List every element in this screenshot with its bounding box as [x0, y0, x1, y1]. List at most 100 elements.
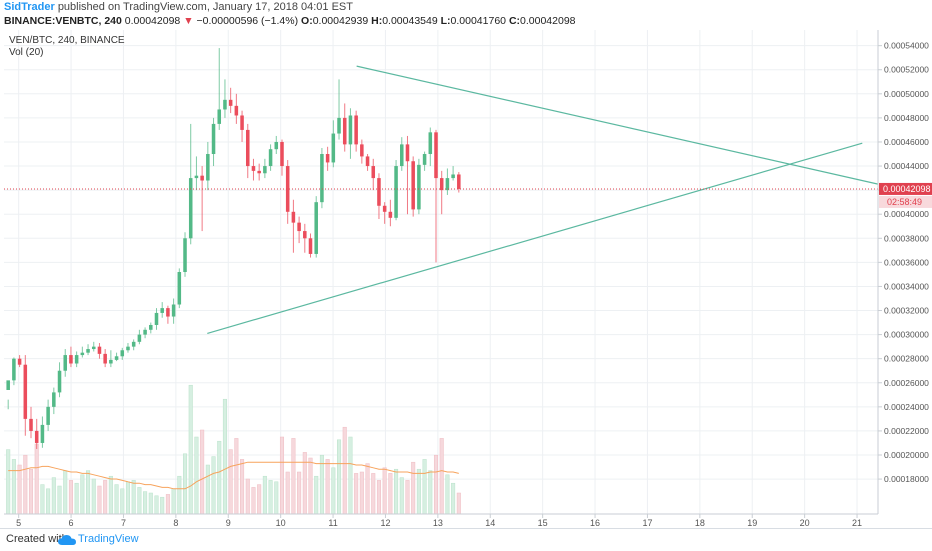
candle-body[interactable] [285, 166, 290, 212]
candle-body[interactable] [263, 166, 267, 174]
candle-body[interactable] [40, 424, 45, 443]
candle-body[interactable] [46, 406, 50, 425]
time-tick-label: 14 [485, 518, 495, 528]
candle-body[interactable] [297, 222, 301, 232]
candle-body[interactable] [314, 202, 318, 254]
candle-body[interactable] [320, 154, 324, 203]
candles[interactable] [6, 48, 461, 449]
candle-body[interactable] [331, 133, 336, 163]
candle-body[interactable] [34, 430, 39, 443]
candle-body[interactable] [280, 141, 284, 167]
candle-body[interactable] [434, 132, 438, 179]
candle-body[interactable] [188, 178, 193, 239]
trendlines[interactable] [207, 65, 879, 334]
candle-body[interactable] [211, 123, 216, 155]
candle-body[interactable] [439, 178, 444, 191]
candle-body[interactable] [405, 144, 410, 162]
change-value: −0.00000596 (−1.4%) [196, 15, 299, 27]
candle-body[interactable] [194, 175, 199, 179]
candle-body[interactable] [63, 355, 68, 371]
candle-body[interactable] [143, 329, 147, 335]
time-tick-label: 9 [226, 518, 231, 528]
candle-body[interactable] [171, 304, 176, 317]
candle-body[interactable] [206, 154, 210, 181]
candle-body[interactable] [137, 334, 142, 342]
candle-body[interactable] [268, 149, 273, 167]
candle-body[interactable] [109, 359, 113, 364]
candle-body[interactable] [457, 174, 461, 189]
candle-body[interactable] [394, 166, 398, 218]
candle-body[interactable] [451, 174, 455, 179]
candle-body[interactable] [17, 358, 22, 365]
candle-body[interactable] [86, 349, 90, 353]
candle-body[interactable] [120, 350, 125, 357]
candle-body[interactable] [74, 355, 79, 364]
trendline[interactable] [356, 65, 879, 185]
candle-body[interactable] [291, 211, 296, 223]
candle-body[interactable] [183, 238, 187, 272]
candle-body[interactable] [325, 154, 330, 163]
volume-bar [279, 436, 285, 515]
candle-body[interactable] [382, 205, 387, 212]
candle-body[interactable] [371, 166, 376, 179]
candle-body[interactable] [166, 308, 170, 317]
candle-body[interactable] [303, 231, 307, 239]
candle-body[interactable] [12, 358, 16, 381]
candle-body[interactable] [428, 132, 433, 155]
candle-body[interactable] [245, 129, 250, 167]
tradingview-logo-text[interactable]: TradingView [78, 533, 139, 545]
candle-body[interactable] [417, 164, 421, 210]
candle-body[interactable] [348, 115, 353, 145]
candle-body[interactable] [257, 170, 261, 174]
candle-body[interactable] [228, 99, 233, 106]
candle-body[interactable] [114, 356, 119, 360]
trendline[interactable] [207, 142, 863, 334]
author-name[interactable]: SidTrader [4, 1, 55, 13]
created-with-label: Created with [6, 533, 68, 545]
candle-body[interactable] [103, 353, 107, 364]
candle-body[interactable] [354, 115, 358, 145]
candle-body[interactable] [23, 364, 28, 419]
price-axis[interactable]: 0.00054000 0.00052000 0.00050000 0.00048000… [877, 30, 929, 514]
chart-header: SidTrader published on TradingView.com, … [0, 0, 932, 30]
candle-body[interactable] [6, 380, 10, 390]
candle-body[interactable] [400, 144, 404, 167]
candle-body[interactable] [234, 105, 239, 116]
candle-body[interactable] [365, 156, 370, 167]
candle-body[interactable] [445, 178, 450, 191]
candle-body[interactable] [223, 99, 227, 110]
candle-body[interactable] [177, 272, 182, 305]
volume-bar [228, 449, 233, 515]
candle-body[interactable] [388, 211, 393, 218]
candle-body[interactable] [69, 355, 73, 364]
candle-body[interactable] [131, 341, 136, 347]
candle-body[interactable] [97, 346, 102, 354]
candle-body[interactable] [80, 352, 85, 356]
candle-body[interactable] [337, 117, 341, 134]
candle-body[interactable] [91, 346, 96, 350]
last-value: 0.00042098 [124, 15, 181, 27]
candle-body[interactable] [377, 178, 381, 206]
candle-body[interactable] [57, 370, 62, 393]
candle-body[interactable] [274, 141, 279, 150]
candle-body[interactable] [217, 109, 222, 124]
candle-body[interactable] [240, 115, 244, 130]
candle-body[interactable] [251, 166, 256, 171]
volume-bar [285, 471, 290, 515]
candle-body[interactable] [149, 324, 153, 330]
time-axis[interactable]: 5 6 7 8 9 10 11 12 13 14 15 16 17 18 19 20 21 [4, 513, 878, 528]
candle-body[interactable] [200, 175, 204, 181]
open-label: O: [301, 15, 313, 27]
candle-body[interactable] [308, 238, 313, 254]
candle-body[interactable] [422, 154, 427, 165]
candle-body[interactable] [411, 161, 415, 210]
candle-body[interactable] [154, 312, 159, 325]
candle-body[interactable] [342, 117, 347, 145]
price-tick-label: 0.00044000 [884, 161, 929, 171]
candle-body[interactable] [360, 144, 364, 157]
candle-body[interactable] [29, 418, 33, 431]
candle-body[interactable] [160, 308, 164, 313]
candle-body[interactable] [52, 392, 56, 407]
price-chart[interactable]: VEN/BTC, 240, BINANCE Vol (20) 0.0005400… [0, 30, 932, 528]
candle-body[interactable] [126, 346, 130, 351]
